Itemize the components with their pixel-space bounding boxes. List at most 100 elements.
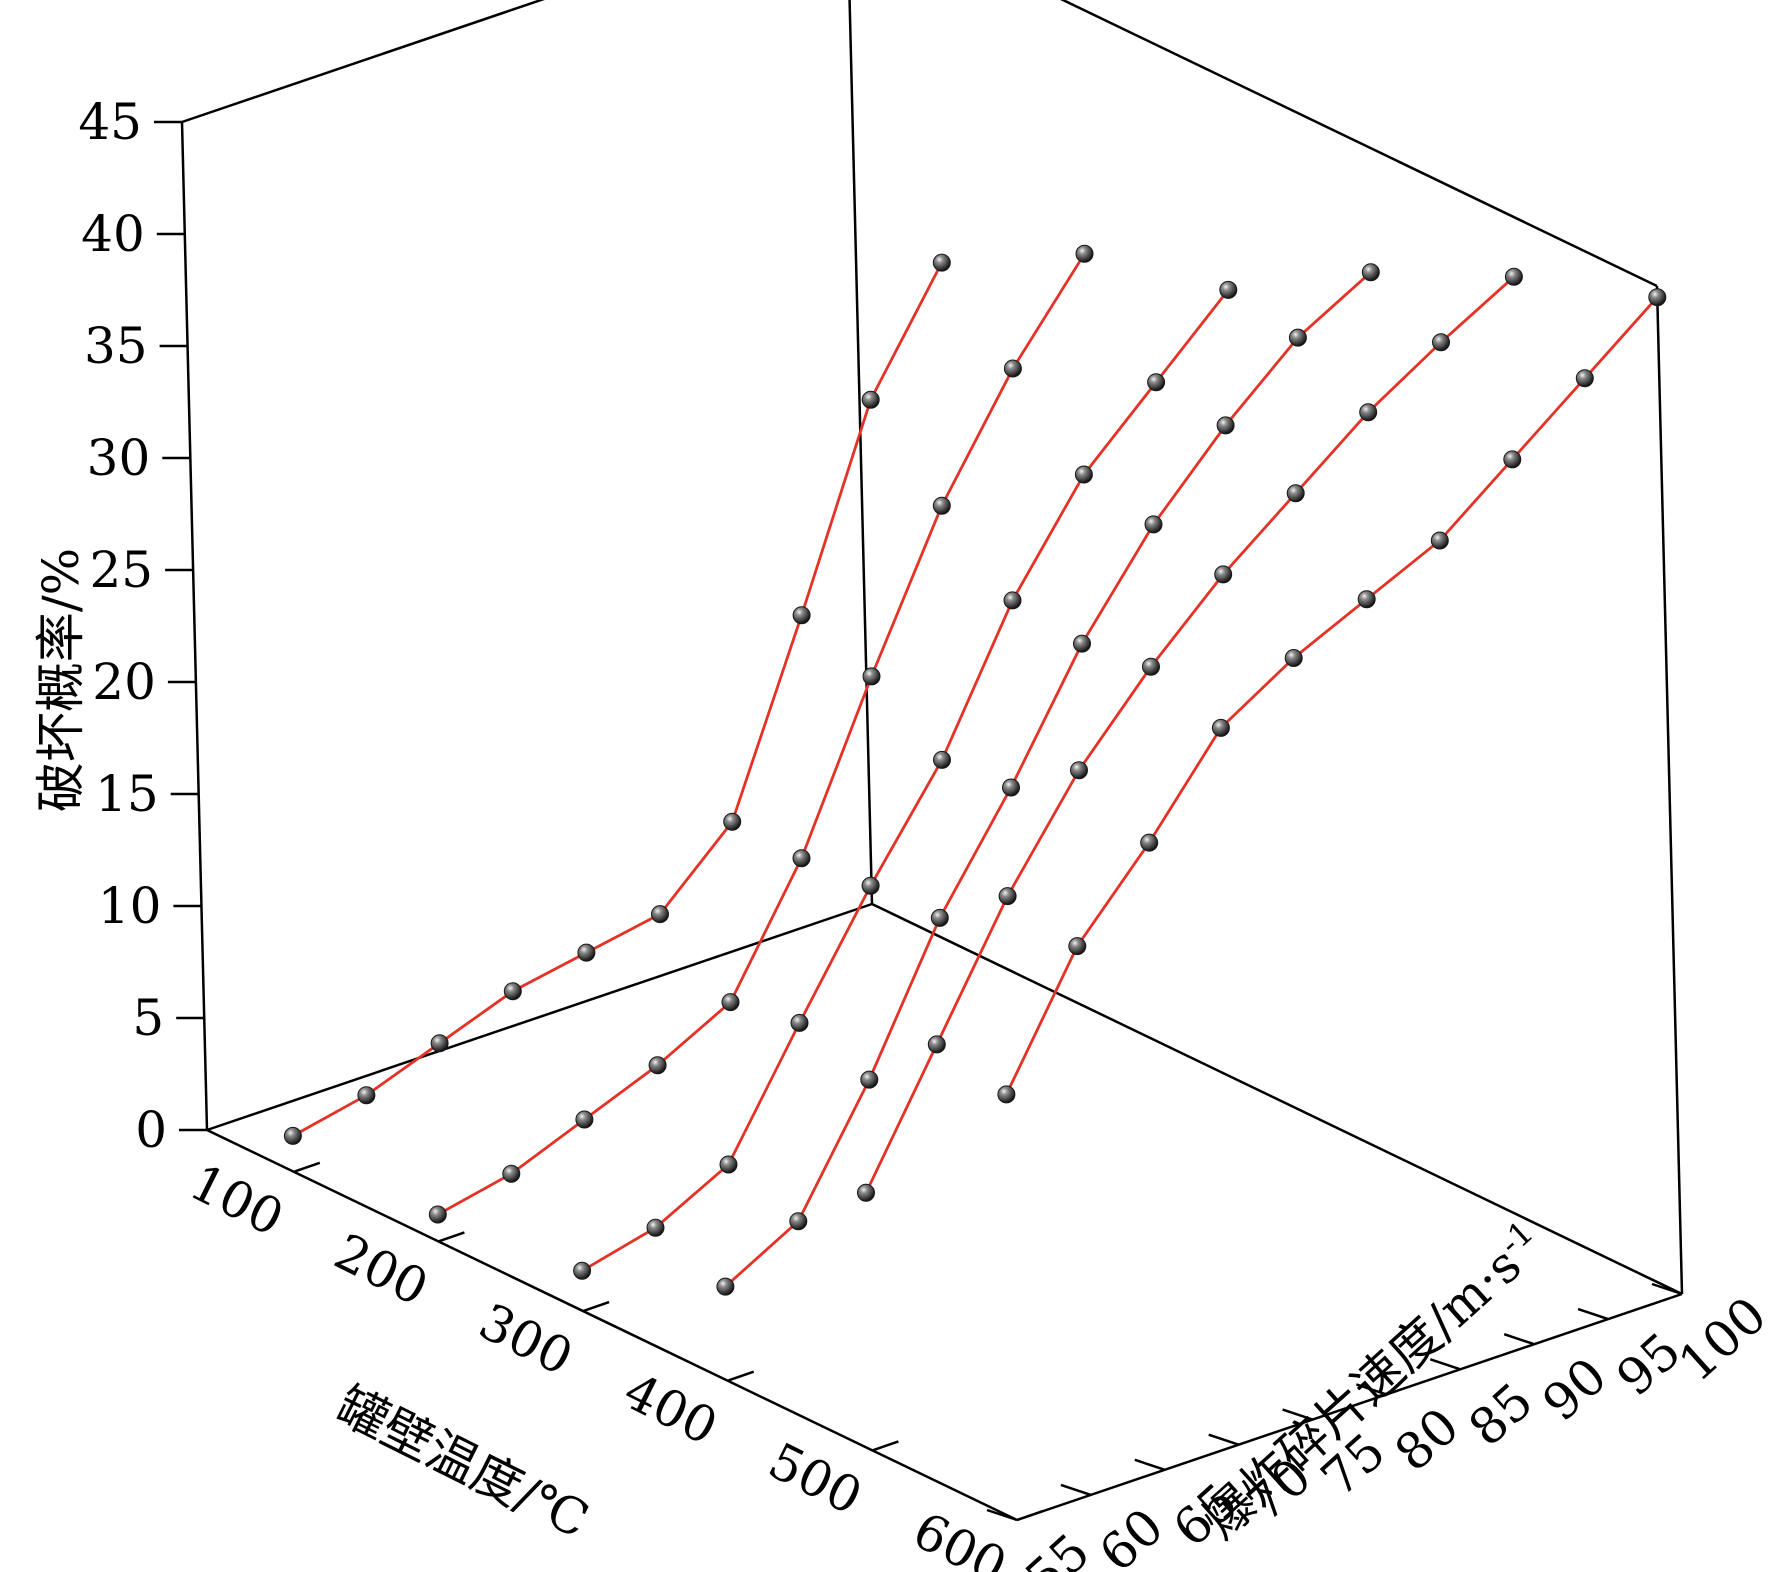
data-point [651,905,669,924]
data-point [792,849,811,868]
series-2 [428,244,1094,1224]
data-point [648,1056,667,1075]
series-line [292,261,944,1138]
data-point [573,1261,592,1280]
back-floor-edge-left [206,902,873,1132]
x-tick [293,1161,321,1173]
axes-frame [180,0,1684,1522]
data-point [1211,718,1230,737]
data-point [927,1035,946,1054]
right-vertical-edge [1655,285,1684,1295]
x-tick-label: 200 [326,1223,437,1317]
data-point [932,496,951,515]
data-point [1144,515,1163,534]
z-tick-label: 10 [98,877,162,935]
z-tick-label: 25 [89,541,153,599]
data-point [1357,590,1376,609]
y-axis-line [1016,1292,1683,1522]
x-tick-label: 300 [470,1292,581,1386]
data-point [1503,450,1522,469]
data-point [1219,280,1238,299]
y-tick-label: 85 [1458,1372,1544,1458]
y-tick [1208,1433,1240,1446]
x-tick [727,1370,755,1382]
x-tick [871,1440,899,1452]
data-point [428,1205,447,1224]
y-tick [1060,1483,1092,1497]
data-point [1648,288,1667,307]
z-tick-label: 30 [87,429,151,487]
x-tick-label: 500 [760,1432,871,1526]
data-point [1575,369,1594,388]
data-point [1216,416,1235,435]
data-point [1002,778,1020,797]
series-line [1005,296,1659,1096]
y-tick-label: 80 [1384,1397,1470,1483]
y-tick-label: 90 [1532,1347,1618,1433]
series-line [724,271,1372,1288]
data-point [1432,333,1450,352]
y-tick-label: 55 [1015,1523,1101,1572]
x-tick [1016,1509,1044,1522]
data-point [862,667,881,686]
data-point [1075,244,1094,263]
data-point [792,606,811,625]
data-point [1003,591,1022,610]
top-edge-right [1060,0,1658,288]
data-point [1068,937,1087,956]
data-point [857,1183,875,1202]
data-point [575,1110,594,1129]
data-point [1073,634,1091,653]
series-4 [716,263,1380,1296]
data-point [1140,833,1159,852]
series-group [283,244,1667,1296]
data-point [861,390,880,409]
y-tick [1134,1458,1166,1471]
data-point [1074,465,1093,484]
y-tick-label: 60 [1088,1497,1174,1572]
data-point [283,1126,302,1145]
data-point [860,1070,879,1089]
z-tick-label: 20 [92,653,156,711]
y-tick [986,1508,1018,1522]
x-tick-label: 400 [615,1362,726,1456]
y-tick [1356,1383,1387,1396]
data-point [1142,657,1160,676]
axis-labels: 破坏概率/% 罐壁温度/℃ 爆炸碎片速度/m·s-1 [32,548,1541,1550]
y-tick [1429,1358,1461,1371]
y-tick-label: 95 [1606,1322,1692,1408]
top-edge-left [181,0,545,124]
data-point [1284,649,1303,667]
z-tick-label: 0 [135,1101,167,1159]
data-point [933,750,951,769]
x-tick [437,1231,465,1243]
data-point [721,993,740,1012]
x-tick-label: 100 [181,1153,292,1247]
data-point [716,1277,735,1296]
z-tick-label: 5 [132,989,164,1047]
z-axis-label: 破坏概率/% [32,548,90,812]
series-1 [283,253,951,1145]
data-point [930,908,949,927]
y-tick [1503,1333,1535,1346]
series-line [581,289,1230,1273]
data-point [1361,263,1380,282]
data-point [1003,359,1022,378]
series-3 [573,280,1238,1280]
x-axis-label: 罐壁温度/℃ [328,1376,598,1550]
series-5 [857,267,1523,1202]
data-point [997,1085,1016,1104]
data-point [1214,565,1233,584]
z-tick-label: 40 [81,205,145,263]
y-tick [1651,1282,1683,1296]
data-point [1070,761,1088,780]
y-tick [1577,1307,1609,1321]
back-floor-edge-right [871,902,1683,1296]
series-line [437,253,1086,1216]
data-point [646,1218,665,1237]
data-point [723,812,742,831]
data-point [719,1155,738,1174]
z-tick-label: 45 [78,93,142,151]
data-point [357,1086,376,1105]
data-point [1288,328,1307,347]
